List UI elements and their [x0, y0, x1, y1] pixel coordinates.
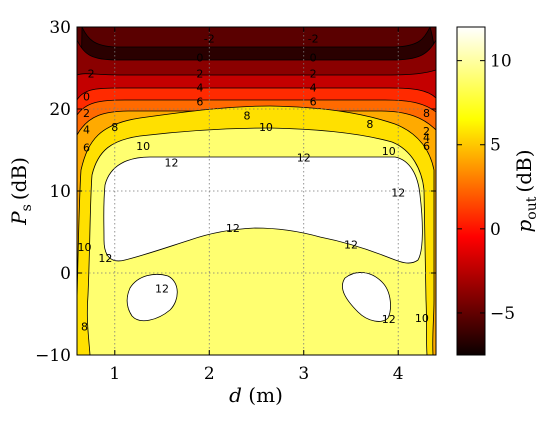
x-tick-label-1: 2 [204, 364, 215, 384]
contour-label-24: 10 [78, 241, 92, 254]
contour-label-11: 8 [111, 121, 118, 134]
contour-label-1: -2 [308, 32, 319, 45]
contour-label-23: 12 [382, 313, 396, 326]
contour-label-25: 8 [81, 320, 88, 333]
contour-label-29: 2 [83, 107, 90, 120]
cb-tick-label-2: 5 [490, 136, 501, 156]
contour-label-34: 2 [423, 125, 430, 138]
cb-tick-label-0: −5 [490, 304, 515, 324]
x-tick-label-2: 3 [298, 364, 309, 384]
contour-label-9: 6 [310, 96, 317, 109]
contour-label-4: 2 [196, 68, 203, 81]
contour-label-27: 2 [88, 68, 95, 81]
y-tick-label-1: 0 [60, 264, 71, 284]
x-tick-label-3: 4 [393, 364, 404, 384]
contour-label-6: 4 [196, 82, 203, 95]
contour-label-20: 12 [98, 252, 112, 265]
contour-label-10: 8 [244, 110, 251, 123]
x-axis-label: d (m) [229, 383, 283, 407]
contour-label-31: 6 [83, 142, 90, 155]
band-minus4-minus2 [77, 27, 436, 355]
contour-label-33: 6 [423, 140, 430, 153]
cb-tick-label-3: 10 [490, 52, 512, 72]
contour-label-22: 12 [344, 238, 358, 251]
colorbar-ticks: −5 0 5 10 [457, 52, 515, 324]
contour-label-15: 10 [382, 145, 396, 158]
contour-label-26: 10 [415, 312, 429, 325]
y-tick-label-2: 10 [49, 182, 71, 202]
y-tick-label-4: 30 [49, 18, 71, 38]
contour-label-5: 2 [310, 68, 317, 81]
contour-label-16: 12 [164, 156, 178, 169]
contour-label-13: 10 [259, 121, 273, 134]
contour-label-17: 12 [297, 151, 311, 164]
band-gt12-center [103, 156, 423, 264]
contour-label-19: 12 [226, 222, 240, 235]
colorbar-label: pout(dB) [512, 150, 538, 233]
y-tick-label-0: −10 [35, 346, 71, 366]
contour-label-21: 12 [155, 283, 169, 296]
contour-label-14: 10 [136, 140, 150, 153]
contour-label-35: 4 [423, 132, 430, 145]
y-tick-label-3: 20 [49, 100, 71, 120]
x-tick-label-0: 1 [109, 364, 120, 384]
colorbar-gradient [456, 26, 486, 356]
contour-label-7: 4 [310, 82, 317, 95]
contour-label-30: 4 [83, 124, 90, 137]
band-gt12-right [341, 272, 391, 322]
cb-tick-label-1: 0 [490, 220, 501, 240]
contour-label-8: 6 [196, 96, 203, 109]
contour-bands [77, 27, 436, 355]
band-gt12-left [126, 273, 178, 322]
contour-label-12: 8 [366, 118, 373, 131]
contour-label-28: 0 [83, 91, 90, 104]
contour-label-3: 0 [310, 51, 317, 64]
grid-lines [77, 27, 436, 355]
contour-label-2: 0 [196, 51, 203, 64]
colorbar: −5 0 5 10 pout(dB) [456, 26, 538, 356]
contour-label-32: 8 [423, 107, 430, 120]
contour-label-0: -2 [204, 32, 215, 45]
y-axis-label: Ps(dB) [7, 157, 35, 226]
contour-label-18: 12 [391, 187, 405, 200]
